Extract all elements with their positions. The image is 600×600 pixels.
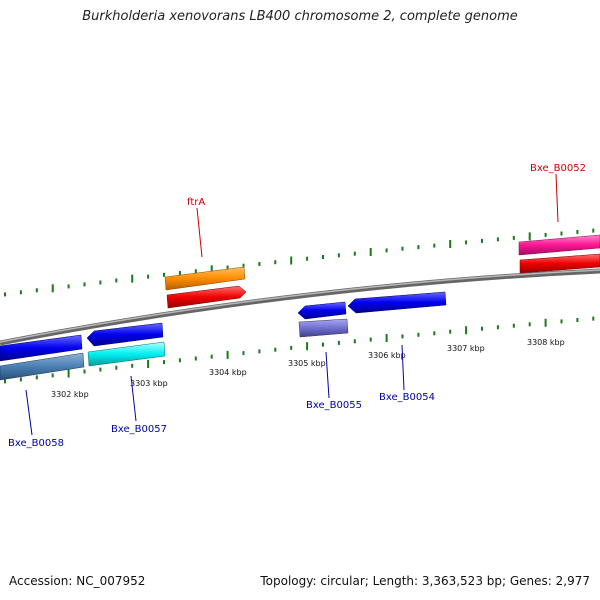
gene-forward-red[interactable] bbox=[166, 285, 247, 309]
lower-tick-row bbox=[4, 316, 595, 384]
gene-reverse-cyan[interactable] bbox=[87, 341, 166, 367]
scale-label-3305: 3305 kbp bbox=[288, 359, 326, 368]
scale-label-3303: 3303 kbp bbox=[130, 379, 168, 388]
scale-label-3302: 3302 kbp bbox=[51, 390, 89, 399]
accession-label: Accession: NC_007952 bbox=[9, 574, 146, 588]
leader-bxe-b0057 bbox=[130, 375, 137, 422]
gene-bxe-b0052[interactable] bbox=[518, 234, 600, 256]
gene-label-bxe-b0052[interactable]: Bxe_B0052 bbox=[530, 163, 586, 174]
gene-bxe-b0057[interactable] bbox=[86, 322, 164, 347]
gene-label-bxe-b0054[interactable]: Bxe_B0054 bbox=[379, 392, 435, 403]
gene-ftrA[interactable] bbox=[164, 266, 246, 291]
scale-label-3308: 3308 kbp bbox=[527, 338, 565, 347]
gene-reverse-slate[interactable] bbox=[298, 318, 349, 338]
topology-label: Topology: circular; Length: 3,363,523 bp… bbox=[260, 574, 590, 588]
scale-label-3306: 3306 kbp bbox=[368, 351, 406, 360]
map-title: Burkholderia xenovorans LB400 chromosome… bbox=[82, 9, 518, 24]
leader-bxe-b0054 bbox=[401, 344, 405, 391]
leader-bxe-b0052 bbox=[555, 173, 559, 223]
gene-reverse-blue-left[interactable] bbox=[0, 334, 83, 362]
genome-backbone bbox=[0, 268, 600, 346]
leader-bxe-b0055 bbox=[325, 351, 330, 399]
leader-ftrA bbox=[196, 207, 203, 258]
gene-bxe-b0054[interactable] bbox=[347, 291, 447, 314]
gene-forward-red-right[interactable] bbox=[519, 253, 600, 274]
scale-label-3304: 3304 kbp bbox=[209, 368, 247, 377]
gene-label-bxe-b0057[interactable]: Bxe_B0057 bbox=[111, 424, 167, 435]
scale-label-3307: 3307 kbp bbox=[447, 344, 485, 353]
gene-bxe-b0058[interactable] bbox=[0, 352, 85, 381]
leader-bxe-b0058 bbox=[25, 389, 33, 436]
gene-bxe-b0055[interactable] bbox=[297, 301, 347, 320]
upper-tick-row bbox=[4, 228, 595, 297]
gene-label-bxe-b0055[interactable]: Bxe_B0055 bbox=[306, 400, 362, 411]
gene-label-bxe-b0058[interactable]: Bxe_B0058 bbox=[8, 438, 64, 449]
gene-label-ftrA[interactable]: ftrA bbox=[187, 197, 205, 208]
